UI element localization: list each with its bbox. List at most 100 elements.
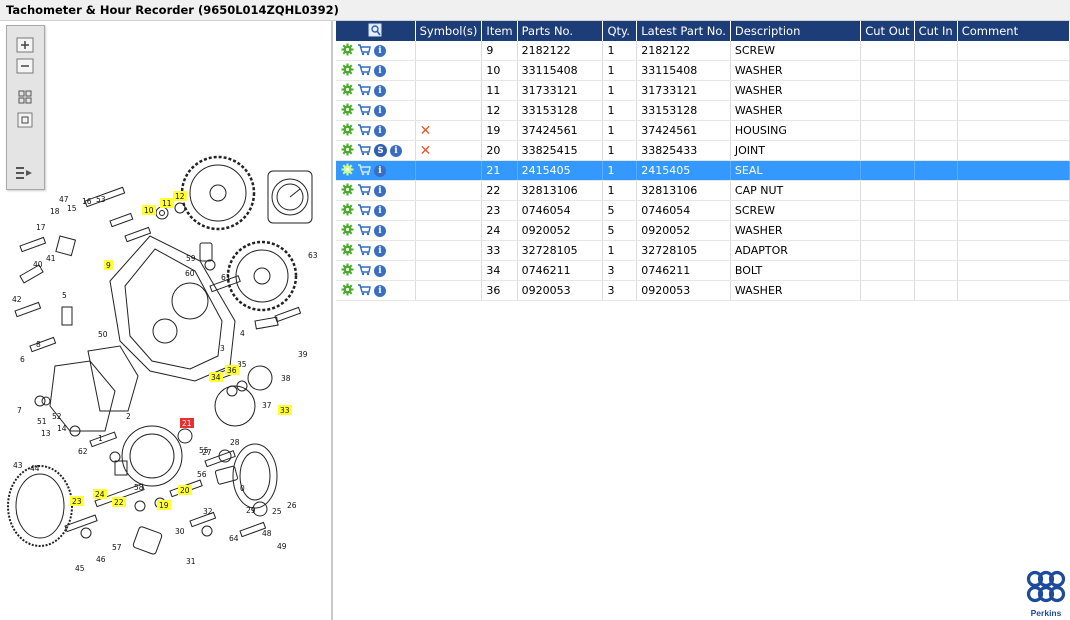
callout-14: 14: [57, 424, 67, 433]
callout-11[interactable]: 11: [160, 198, 174, 208]
add-to-cart-icon[interactable]: [357, 163, 371, 179]
add-to-cart-icon[interactable]: [357, 63, 371, 79]
info-icon[interactable]: i: [390, 144, 402, 157]
column-header-item[interactable]: Item: [481, 21, 518, 41]
column-header-parts-no[interactable]: Parts No.: [517, 21, 604, 41]
callout-1: 1: [98, 434, 103, 443]
details-gear-icon[interactable]: [341, 283, 354, 299]
info-icon[interactable]: i: [374, 244, 386, 257]
add-to-cart-icon[interactable]: [357, 103, 371, 119]
part-number-cell: 0746054: [517, 200, 604, 221]
export-icon[interactable]: [15, 164, 35, 182]
column-header-comment[interactable]: Comment: [957, 21, 1070, 41]
callout-21[interactable]: 21: [180, 418, 194, 428]
callout-10[interactable]: 10: [142, 205, 156, 215]
table-row[interactable]: i 9 2182122 1 2182122 SCREW: [336, 41, 1070, 61]
latest-part-number-cell: 33153128: [636, 100, 731, 121]
callout-12[interactable]: 12: [173, 191, 187, 201]
callout-24[interactable]: 24: [93, 489, 107, 499]
column-header-symbol-s[interactable]: Symbol(s): [415, 21, 483, 41]
actual-size-icon[interactable]: [15, 111, 35, 129]
details-gear-icon[interactable]: [341, 163, 354, 179]
supersession-icon[interactable]: S: [374, 144, 387, 157]
details-gear-icon[interactable]: [341, 43, 354, 59]
column-header-description[interactable]: Description: [730, 21, 862, 41]
callout-20[interactable]: 20: [178, 485, 192, 495]
info-icon[interactable]: i: [374, 284, 386, 297]
details-gear-icon[interactable]: [341, 243, 354, 259]
svg-text:62: 62: [78, 447, 88, 456]
zoom-in-icon[interactable]: [15, 36, 35, 54]
add-to-cart-icon[interactable]: [357, 83, 371, 99]
table-row[interactable]: i 34 0746211 3 0746211 BOLT: [336, 260, 1070, 281]
add-to-cart-icon[interactable]: [357, 43, 371, 59]
table-row[interactable]: i 22 32813106 1 32813106 CAP NUT: [336, 180, 1070, 201]
callout-43: 43: [13, 461, 23, 470]
details-gear-icon[interactable]: [341, 143, 354, 159]
callout-33[interactable]: 33: [278, 405, 292, 415]
symbol-cell: [415, 280, 483, 301]
info-icon[interactable]: i: [374, 164, 386, 177]
callout-36[interactable]: 36: [225, 365, 239, 375]
details-gear-icon[interactable]: [341, 203, 354, 219]
fit-all-icon[interactable]: [15, 88, 35, 106]
diagram-panel[interactable]: 47 18 15 16 53 17 41 40 42 5 8 50 6 7 51 52 13 14 62 1 2 3 4 43…: [0, 21, 333, 620]
add-to-cart-icon[interactable]: [357, 203, 371, 219]
search-parts-icon[interactable]: [368, 23, 383, 40]
symbol-cell: ✕: [415, 120, 483, 141]
table-row[interactable]: i 24 0920052 5 0920052 WASHER: [336, 220, 1070, 241]
column-header-cut-in[interactable]: Cut In: [914, 21, 958, 41]
column-header-cut-out[interactable]: Cut Out: [860, 21, 915, 41]
details-gear-icon[interactable]: [341, 63, 354, 79]
svg-text:11: 11: [162, 199, 172, 208]
details-gear-icon[interactable]: [341, 223, 354, 239]
add-to-cart-icon[interactable]: [357, 283, 371, 299]
callout-34[interactable]: 34: [209, 372, 223, 382]
comment-cell: [957, 220, 1070, 241]
callout-9[interactable]: 9: [104, 260, 113, 270]
info-icon[interactable]: i: [374, 204, 386, 217]
details-gear-icon[interactable]: [341, 183, 354, 199]
info-icon[interactable]: i: [374, 124, 386, 137]
row-actions: i: [336, 220, 416, 241]
table-row[interactable]: i 10 33115408 1 33115408 WASHER: [336, 60, 1070, 81]
table-row[interactable]: i ✕ 19 37424561 1 37424561 HOUSING: [336, 120, 1070, 141]
details-gear-icon[interactable]: [341, 103, 354, 119]
details-gear-icon[interactable]: [341, 263, 354, 279]
column-header-actions[interactable]: [336, 21, 416, 41]
cut-out-cell: [860, 140, 915, 161]
callout-23[interactable]: 23: [70, 496, 84, 506]
add-to-cart-icon[interactable]: [357, 123, 371, 139]
add-to-cart-icon[interactable]: [357, 263, 371, 279]
column-header-latest-part-no[interactable]: Latest Part No.: [636, 21, 731, 41]
details-gear-icon[interactable]: [341, 123, 354, 139]
column-header-qty[interactable]: Qty.: [602, 21, 638, 41]
table-row[interactable]: i 11 31733121 1 31733121 WASHER: [336, 80, 1070, 101]
info-icon[interactable]: i: [374, 224, 386, 237]
add-to-cart-icon[interactable]: [357, 223, 371, 239]
table-row[interactable]: i 12 33153128 1 33153128 WASHER: [336, 100, 1070, 121]
info-icon[interactable]: i: [374, 264, 386, 277]
callout-19[interactable]: 19: [157, 500, 171, 510]
info-icon[interactable]: i: [374, 44, 386, 57]
info-icon[interactable]: i: [374, 84, 386, 97]
add-to-cart-icon[interactable]: [357, 143, 371, 159]
add-to-cart-icon[interactable]: [357, 183, 371, 199]
symbol-cell: [415, 160, 483, 181]
callout-22[interactable]: 22: [112, 497, 126, 507]
details-gear-icon[interactable]: [341, 83, 354, 99]
add-to-cart-icon[interactable]: [357, 243, 371, 259]
svg-text:49: 49: [277, 542, 287, 551]
symbol-cell: [415, 80, 483, 101]
svg-text:42: 42: [12, 295, 22, 304]
info-icon[interactable]: i: [374, 184, 386, 197]
table-row[interactable]: i 33 32728105 1 32728105 ADAPTOR: [336, 240, 1070, 261]
zoom-out-icon[interactable]: [15, 57, 35, 75]
info-icon[interactable]: i: [374, 64, 386, 77]
table-row[interactable]: i 23 0746054 5 0746054 SCREW: [336, 200, 1070, 221]
table-row[interactable]: i 21 2415405 1 2415405 SEAL: [336, 160, 1070, 181]
info-icon[interactable]: i: [374, 104, 386, 117]
table-row[interactable]: i 36 0920053 3 0920053 WASHER: [336, 280, 1070, 301]
